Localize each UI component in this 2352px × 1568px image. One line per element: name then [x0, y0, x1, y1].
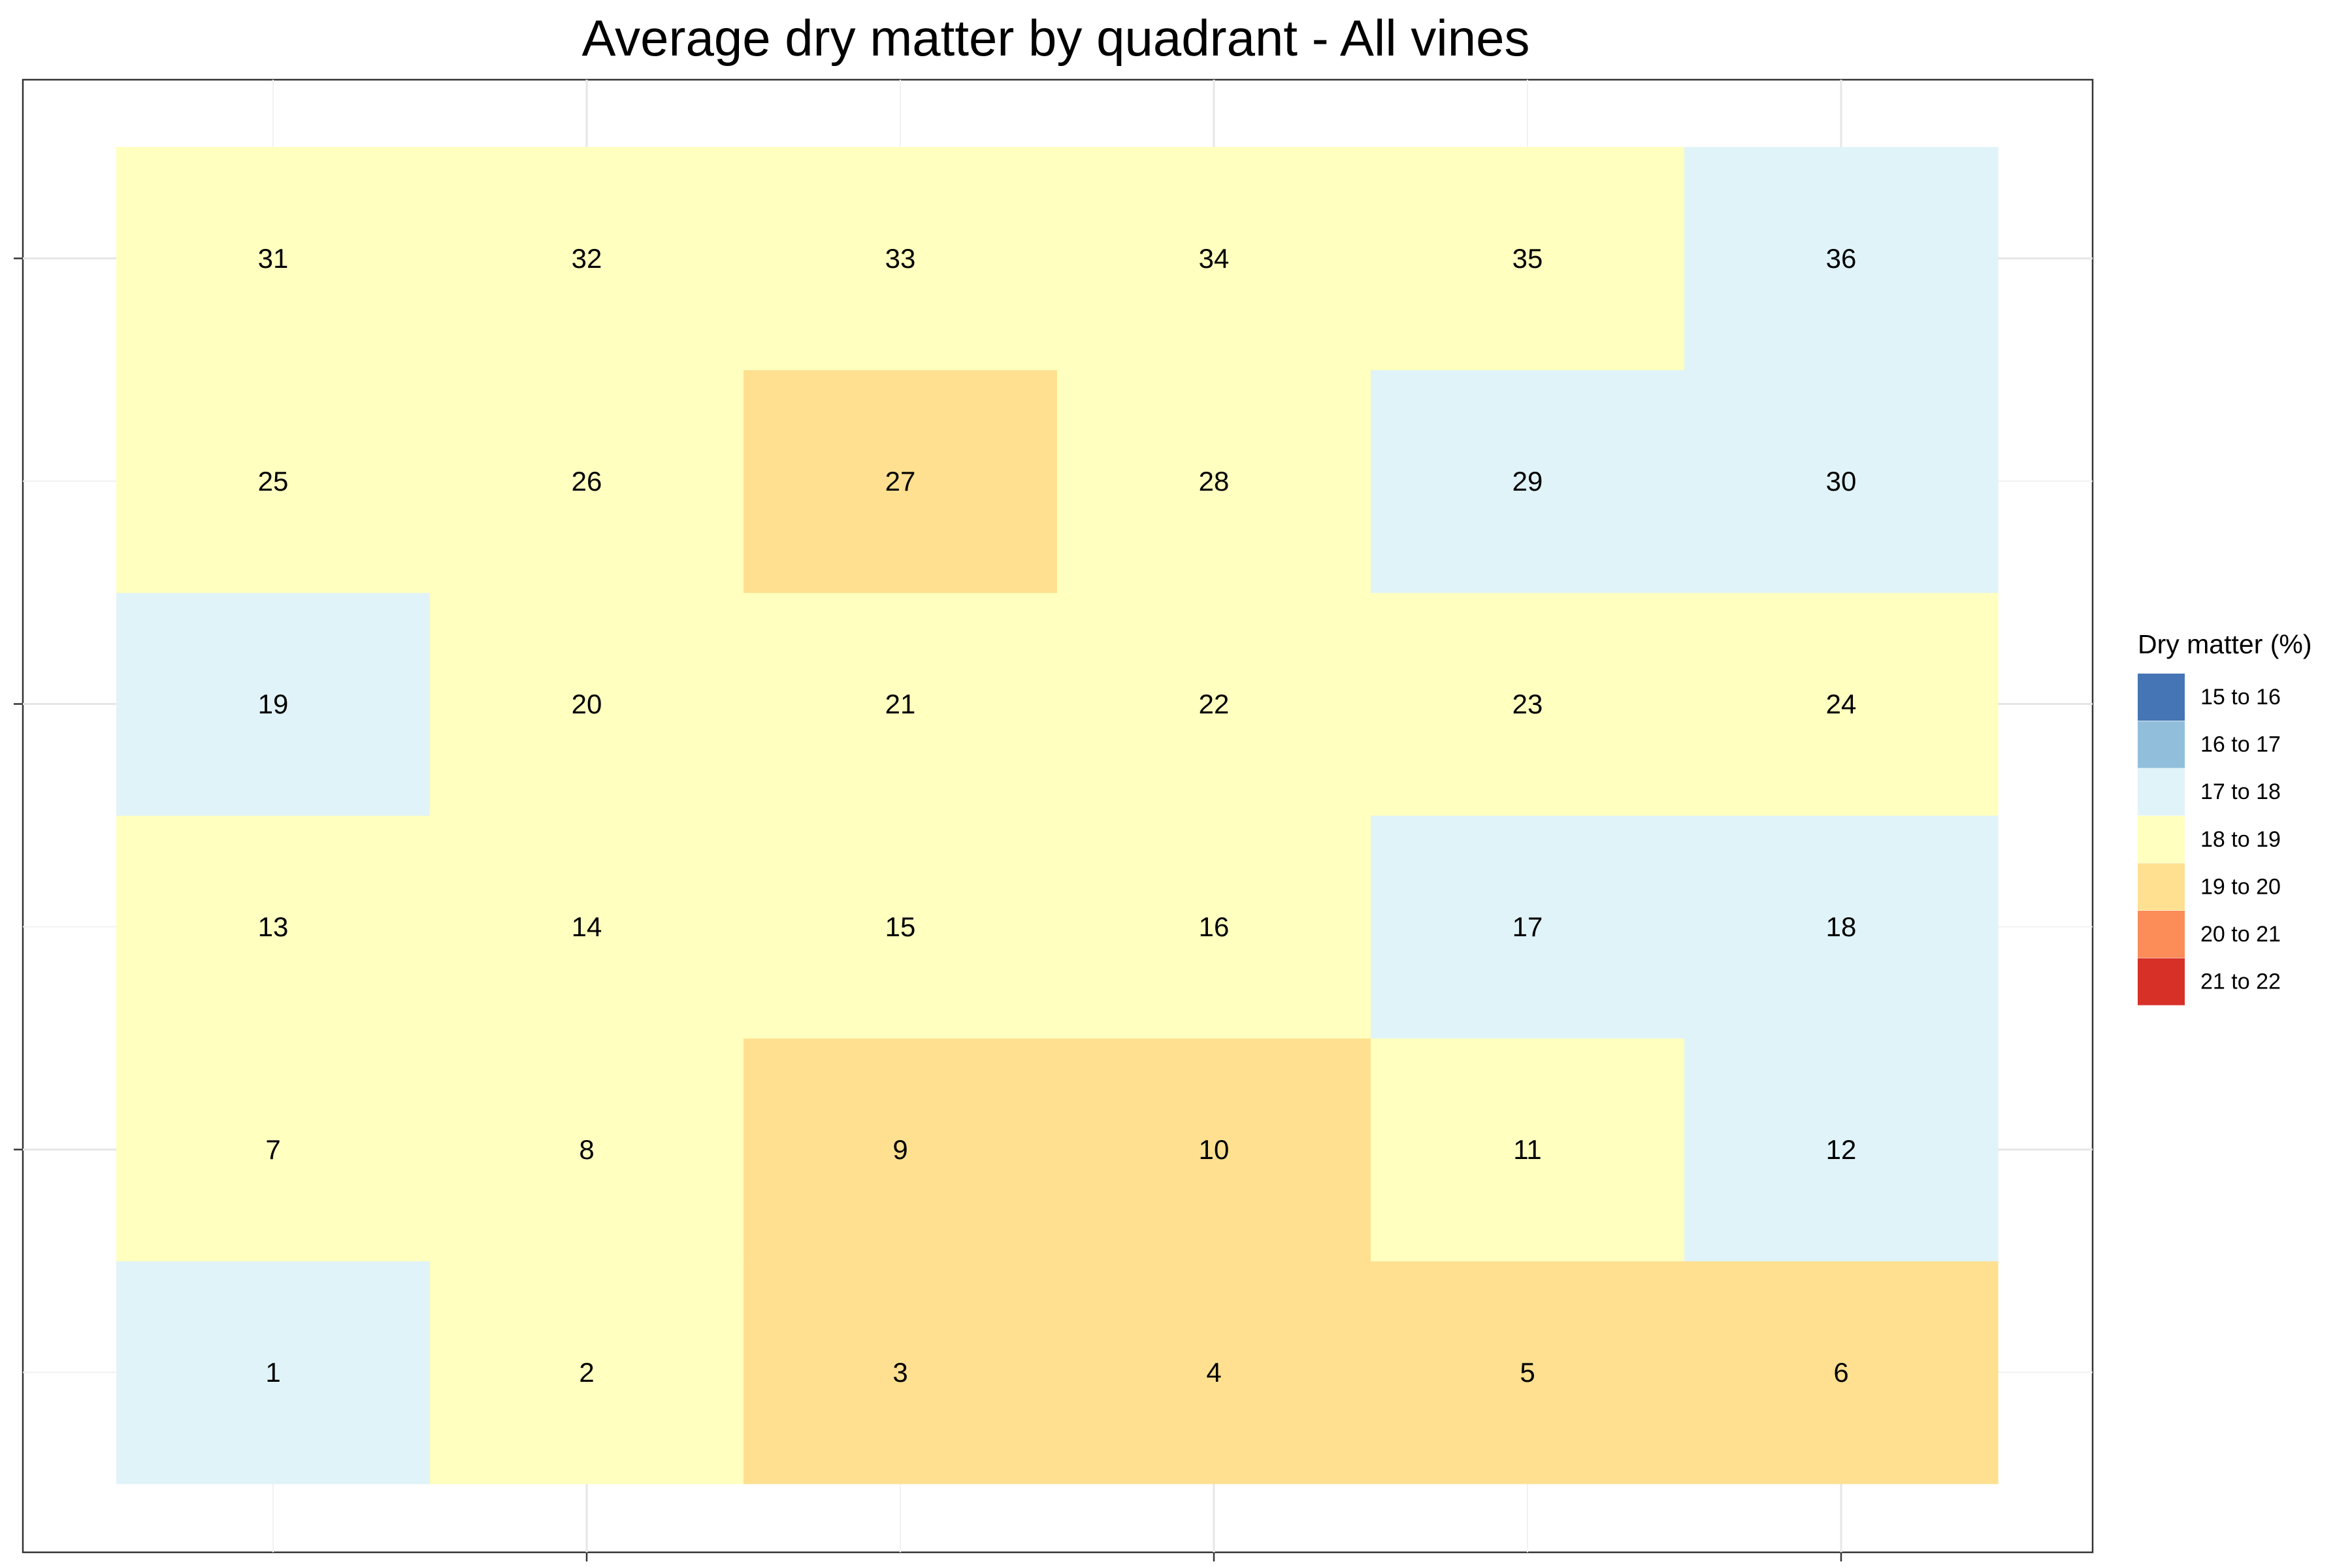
heatmap-cell: [116, 1261, 431, 1484]
heatmap-cell: [116, 370, 431, 593]
heatmap-cell: [430, 815, 744, 1039]
legend-label: 21 to 22: [2200, 970, 2281, 994]
heatmap-cell: [430, 370, 744, 593]
cell-label: 36: [1826, 243, 1857, 274]
cell-label: 7: [265, 1134, 280, 1165]
legend-label: 17 to 18: [2200, 779, 2281, 804]
heatmap-cell: [1057, 593, 1371, 816]
cell-label: 4: [1206, 1357, 1221, 1388]
heatmap-cell: [116, 593, 431, 816]
legend-swatch: [2138, 674, 2185, 721]
legend-swatch: [2138, 863, 2185, 911]
heatmap-cell: [116, 147, 431, 370]
heatmap-cell: [1684, 1038, 1999, 1262]
cell-label: 23: [1512, 689, 1543, 719]
cell-label: 35: [1512, 243, 1543, 274]
legend-label: 15 to 16: [2200, 685, 2281, 710]
cell-label: 11: [1513, 1134, 1542, 1165]
cell-label: 8: [579, 1134, 594, 1165]
cell-label: 21: [885, 689, 916, 719]
heatmap-cell: [1057, 815, 1371, 1039]
legend-label: 16 to 17: [2200, 732, 2281, 757]
heatmap-cell: [1057, 147, 1371, 370]
heatmap-cell: [743, 370, 1058, 593]
axis-ticks: [14, 257, 1842, 1561]
cell-label: 26: [572, 466, 602, 497]
heatmap-cell: [1371, 593, 1685, 816]
cell-label: 31: [258, 243, 289, 274]
cell-label: 6: [1833, 1357, 1848, 1388]
legend-swatch: [2138, 768, 2185, 816]
cell-label: 19: [258, 689, 289, 719]
cell-label: 27: [885, 466, 916, 497]
cell-label: 33: [885, 243, 916, 274]
cell-label: 9: [892, 1134, 907, 1165]
cell-label: 15: [885, 911, 916, 942]
heatmap-cell: [1057, 370, 1371, 593]
cell-label: 25: [258, 466, 289, 497]
heatmap-cell: [743, 593, 1058, 816]
heatmap-cell: [1057, 1038, 1371, 1262]
heatmap-cell: [1684, 1261, 1999, 1484]
heatmap-cell: [1371, 1261, 1685, 1484]
heatmap-cells: [116, 147, 1999, 1484]
heatmap-cell: [743, 1261, 1058, 1484]
heatmap-cell: [430, 593, 744, 816]
heatmap-cell: [1371, 1038, 1685, 1262]
heatmap-cell: [1684, 370, 1999, 593]
cell-label: 28: [1199, 466, 1230, 497]
heatmap-cell: [1371, 815, 1685, 1039]
cell-label: 13: [258, 911, 289, 942]
heatmap-cell: [1684, 147, 1999, 370]
heatmap-cell: [1371, 147, 1685, 370]
heatmap-cell: [116, 1038, 431, 1262]
heatmap-cell: [116, 815, 431, 1039]
cell-label: 12: [1826, 1134, 1857, 1165]
heatmap-cell: [743, 1038, 1058, 1262]
cell-label: 32: [572, 243, 602, 274]
cell-label: 20: [572, 689, 602, 719]
heatmap-cell: [1371, 370, 1685, 593]
legend-title: Dry matter (%): [2138, 629, 2312, 659]
cell-label: 22: [1199, 689, 1230, 719]
cell-label: 34: [1199, 243, 1230, 274]
cell-label: 18: [1826, 911, 1857, 942]
legend-swatch: [2138, 958, 2185, 1005]
legend-label: 20 to 21: [2200, 922, 2281, 947]
heatmap-cell: [743, 815, 1058, 1039]
cell-label: 3: [892, 1357, 907, 1388]
heatmap-cell: [430, 1261, 744, 1484]
legend-label: 19 to 20: [2200, 874, 2281, 899]
cell-label: 17: [1512, 911, 1543, 942]
heatmap-cell: [430, 147, 744, 370]
legend-swatch: [2138, 911, 2185, 958]
cell-label: 5: [1520, 1357, 1535, 1388]
cell-label: 24: [1826, 689, 1857, 719]
cell-label: 2: [579, 1357, 594, 1388]
heatmap-cell: [1684, 815, 1999, 1039]
cell-label: 14: [572, 911, 602, 942]
heatmap-cell: [430, 1038, 744, 1262]
heatmap-cell: [1684, 593, 1999, 816]
cell-label: 1: [265, 1357, 280, 1388]
chart-title: Average dry matter by quadrant - All vin…: [582, 9, 1530, 67]
heatmap-cell: [1057, 1261, 1371, 1484]
cell-label: 10: [1199, 1134, 1230, 1165]
cell-label: 16: [1199, 911, 1230, 942]
cell-label: 29: [1512, 466, 1543, 497]
legend-label: 18 to 19: [2200, 827, 2281, 852]
legend-swatch: [2138, 815, 2185, 863]
heatmap-cell: [743, 147, 1058, 370]
legend-swatch: [2138, 721, 2185, 768]
legend-items: 15 to 16 16 to 17 17 to 18 18 to 19 19 to 20…: [2138, 674, 2281, 1005]
cell-label: 30: [1826, 466, 1857, 497]
